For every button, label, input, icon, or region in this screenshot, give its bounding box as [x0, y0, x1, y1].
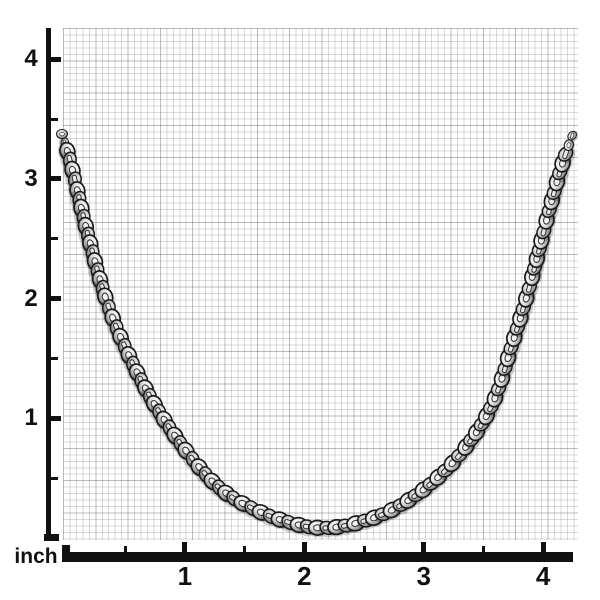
- vertical-major-tick: [51, 176, 61, 182]
- horizontal-major-tick: [182, 542, 188, 552]
- vertical-ruler-line: [46, 28, 51, 541]
- horizontal-axis-label: 1: [177, 561, 193, 591]
- horizontal-minor-tick: [362, 546, 366, 552]
- horizontal-minor-tick: [481, 546, 485, 552]
- horizontal-axis-label: 4: [535, 561, 551, 591]
- vertical-major-tick: [51, 415, 61, 421]
- horizontal-ruler-bar: [62, 552, 573, 562]
- vertical-major-tick: [51, 296, 61, 302]
- horizontal-axis-label: 3: [416, 561, 431, 591]
- vertical-axis-label: 2: [24, 284, 38, 312]
- unit-label: inch: [14, 545, 58, 568]
- vertical-minor-tick: [51, 476, 58, 480]
- vertical-minor-tick: [51, 237, 58, 241]
- horizontal-ruler-cap: [62, 545, 70, 562]
- graph-paper-grid: [63, 28, 578, 540]
- vertical-minor-tick: [51, 117, 58, 121]
- horizontal-minor-tick: [243, 546, 247, 552]
- horizontal-minor-tick: [123, 546, 127, 552]
- vertical-axis-label: 3: [24, 164, 38, 192]
- horizontal-axis-label: 2: [297, 561, 312, 591]
- vertical-minor-tick: [51, 356, 58, 360]
- horizontal-major-tick: [421, 542, 427, 552]
- vertical-axis-label: 4: [24, 45, 38, 73]
- horizontal-major-tick: [301, 542, 307, 552]
- vertical-major-tick: [51, 56, 61, 62]
- horizontal-major-tick: [540, 542, 546, 552]
- vertical-axis-label: 1: [24, 404, 38, 432]
- vertical-ruler-foot: [44, 534, 59, 541]
